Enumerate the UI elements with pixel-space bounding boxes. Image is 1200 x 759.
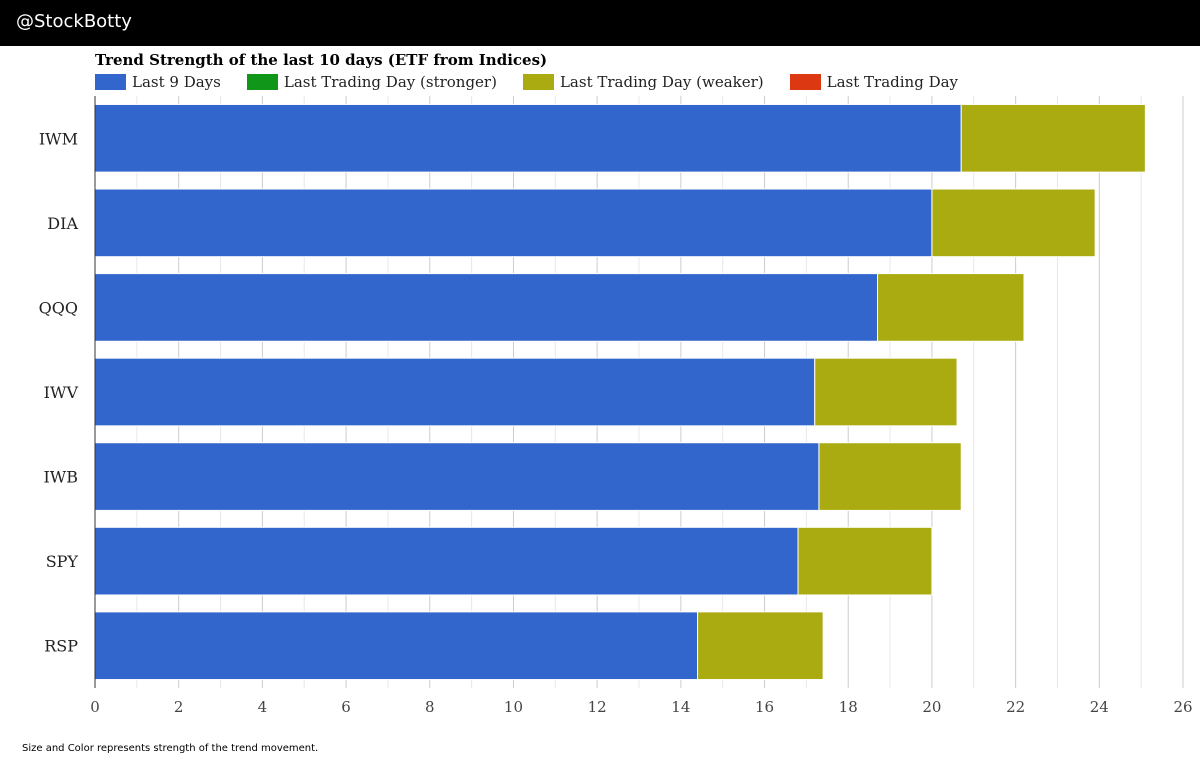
y-tick-label: SPY bbox=[46, 552, 79, 571]
chart-legend: Last 9 Days Last Trading Day (stronger) … bbox=[95, 72, 984, 92]
x-tick-label: 10 bbox=[504, 698, 523, 716]
x-tick-label: 0 bbox=[90, 698, 100, 716]
x-tick-label: 18 bbox=[839, 698, 858, 716]
legend-label: Last Trading Day bbox=[826, 73, 959, 91]
x-tick-label: 14 bbox=[671, 698, 690, 716]
legend-label: Last Trading Day (stronger) bbox=[283, 73, 497, 91]
bar-segment bbox=[697, 611, 824, 681]
x-tick-label: 12 bbox=[588, 698, 607, 716]
legend-swatch bbox=[246, 74, 278, 90]
x-tick-label: 6 bbox=[341, 698, 351, 716]
bar-segment bbox=[94, 188, 933, 258]
y-tick-label: IWV bbox=[44, 383, 79, 402]
x-tick-label: 20 bbox=[922, 698, 941, 716]
bar-segment bbox=[94, 357, 816, 427]
bar-segment bbox=[814, 357, 958, 427]
legend-swatch bbox=[789, 74, 821, 90]
x-tick-label: 24 bbox=[1090, 698, 1109, 716]
bar-segment bbox=[818, 442, 962, 511]
legend-item-last-day-weaker: Last Trading Day (weaker) bbox=[522, 73, 764, 91]
header-bar: @StockBotty bbox=[0, 0, 1200, 46]
chart-title: Trend Strength of the last 10 days (ETF … bbox=[95, 51, 548, 69]
x-tick-label: 22 bbox=[1006, 698, 1025, 716]
bar-segment bbox=[94, 103, 962, 173]
legend-swatch bbox=[95, 74, 126, 90]
bar-segment bbox=[94, 611, 699, 681]
legend-item-last-day-stronger: Last Trading Day (stronger) bbox=[246, 73, 497, 91]
bar-segment bbox=[94, 442, 820, 511]
bar-segment bbox=[931, 188, 1096, 258]
bar-chart: 0 2 4 6 8 10 12 14 16 18 20 22 24 26IWMDIAQQQIWVIWBSP… bbox=[39, 96, 1193, 716]
bar-segment bbox=[960, 103, 1146, 173]
x-tick-label: 16 bbox=[755, 698, 774, 716]
y-tick-label: IWM bbox=[39, 129, 78, 148]
x-tick-label: 8 bbox=[425, 698, 435, 716]
legend-label: Last 9 Days bbox=[132, 73, 221, 91]
x-tick-label: 4 bbox=[258, 698, 268, 716]
y-tick-label: DIA bbox=[47, 214, 78, 233]
brand-handle: @StockBotty bbox=[16, 11, 132, 32]
y-tick-label: RSP bbox=[44, 637, 78, 656]
legend-label: Last Trading Day (weaker) bbox=[559, 73, 764, 91]
bar-segment bbox=[94, 273, 879, 342]
bar-segment bbox=[797, 526, 933, 596]
legend-item-last-day: Last Trading Day bbox=[789, 73, 959, 91]
x-tick-label: 26 bbox=[1173, 698, 1192, 716]
bar-segment bbox=[877, 273, 1025, 342]
legend-item-last-9-days: Last 9 Days bbox=[95, 73, 221, 91]
bar-segment bbox=[94, 526, 799, 596]
y-tick-label: QQQ bbox=[39, 298, 78, 317]
legend-swatch bbox=[522, 74, 554, 90]
y-tick-label: IWB bbox=[43, 468, 78, 487]
x-tick-label: 2 bbox=[174, 698, 184, 716]
footnote: Size and Color represents strength of th… bbox=[22, 743, 319, 754]
